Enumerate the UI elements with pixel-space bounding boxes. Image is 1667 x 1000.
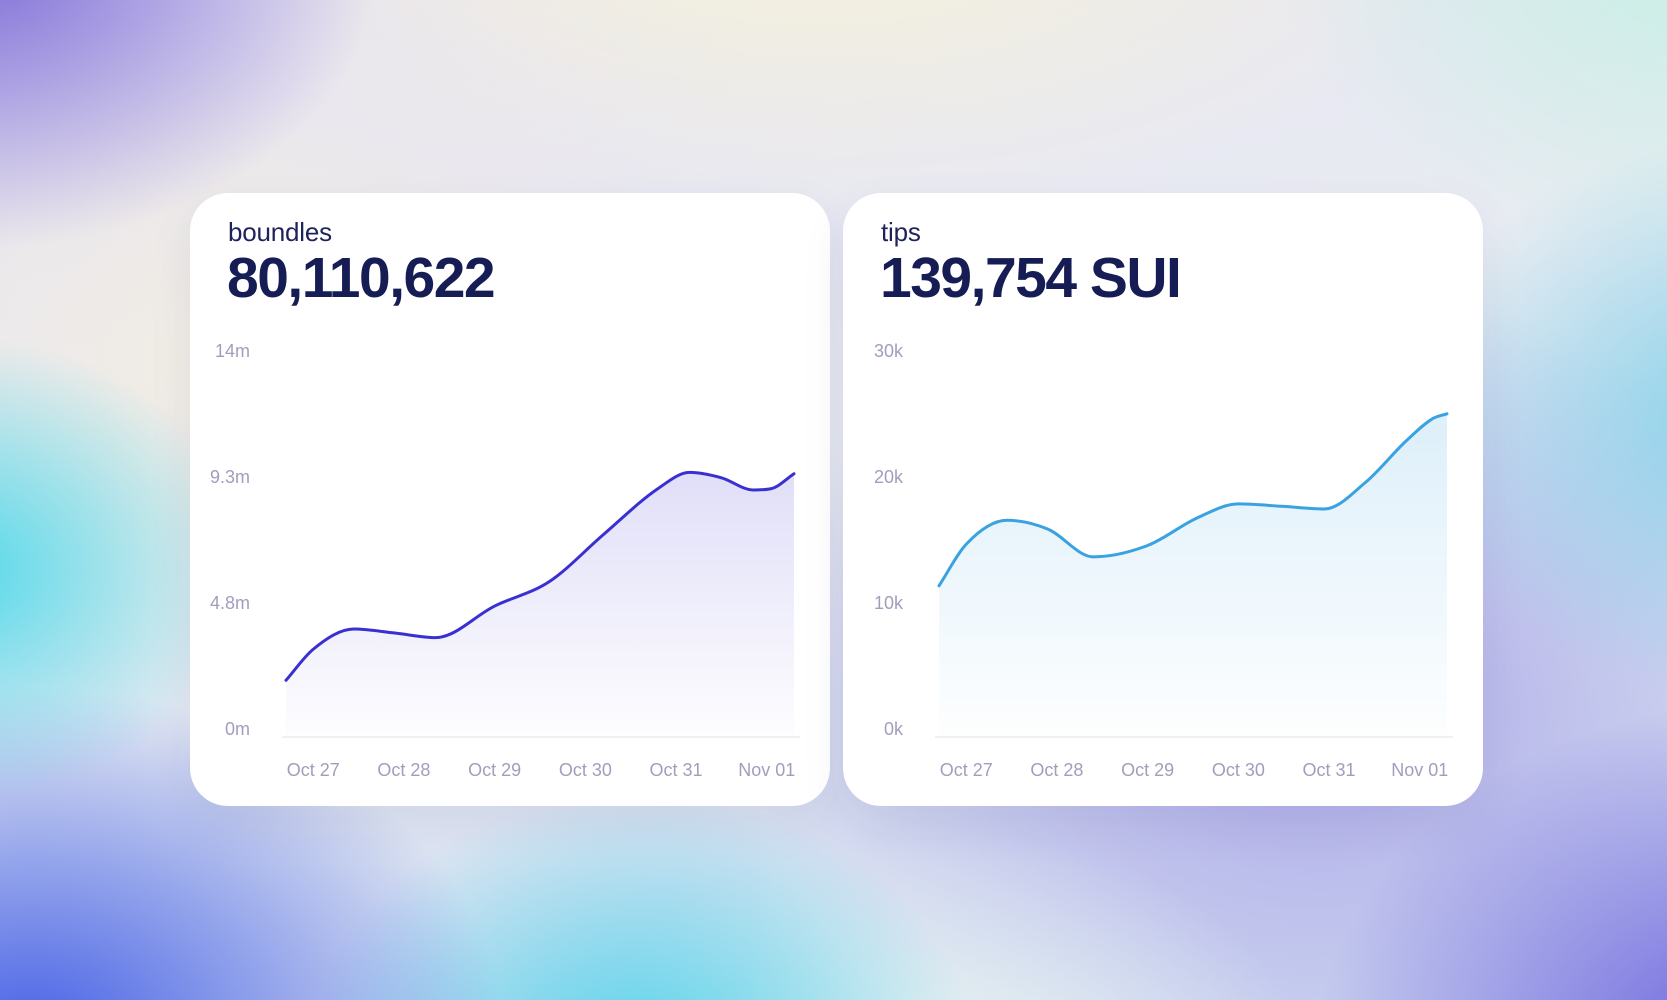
- tips-x-axis-label: Oct 29: [1121, 760, 1174, 780]
- card-boundles: boundles 80,110,622 0m 4.8m 9.3m 14m Oct 27 O…: [190, 193, 830, 806]
- tips-area-fill: [939, 413, 1447, 737]
- tips-y-axis-label: 20k: [874, 467, 904, 487]
- boundles-x-axis-label: Oct 31: [650, 760, 703, 780]
- card-value-tips: 139,754 SUI: [880, 246, 1182, 310]
- card-title-boundles: boundles: [228, 217, 332, 247]
- tips-y-axis-label: 10k: [874, 593, 904, 613]
- tips-x-axis-label: Oct 30: [1212, 760, 1265, 780]
- card-value-boundles: 80,110,622: [227, 246, 496, 310]
- tips-x-axis-label: Oct 27: [940, 760, 993, 780]
- boundles-y-axis-label: 4.8m: [210, 593, 250, 613]
- boundles-trend-line: [284, 470, 796, 682]
- boundles-y-axis-label: 0m: [225, 719, 250, 739]
- boundles-x-axis-label: Nov 01: [738, 760, 795, 780]
- boundles-area-fill: [286, 472, 794, 737]
- tips-area-chart[interactable]: 0k 10k 20k 30k Oct 27 Oct 28 Oct 29 Oct 30 Oct 3…: [843, 323, 1483, 806]
- tips-x-axis-label: Oct 31: [1303, 760, 1356, 780]
- card-tips: tips 139,754 SUI 0k 10k 20k 30k Oct 27 Oct 28…: [843, 193, 1483, 806]
- card-title-tips: tips: [881, 217, 921, 247]
- stat-cards: boundles 80,110,622 0m 4.8m 9.3m 14m Oct 27 O…: [190, 193, 1483, 806]
- tips-y-axis-label: 0k: [884, 719, 904, 739]
- boundles-y-axis-label: 14m: [215, 341, 250, 361]
- tips-y-axis-label: 30k: [874, 341, 904, 361]
- tips-trend-line: [937, 412, 1449, 588]
- boundles-x-axis-label: Oct 27: [287, 760, 340, 780]
- boundles-x-axis-label: Oct 28: [377, 760, 430, 780]
- tips-x-axis-label: Oct 28: [1030, 760, 1083, 780]
- tips-x-axis-label: Nov 01: [1391, 760, 1448, 780]
- boundles-y-axis-label: 9.3m: [210, 467, 250, 487]
- boundles-x-axis-label: Oct 29: [468, 760, 521, 780]
- boundles-x-axis-label: Oct 30: [559, 760, 612, 780]
- boundles-area-chart[interactable]: 0m 4.8m 9.3m 14m Oct 27 Oct 28 Oct 29 Oct 30 Oct…: [190, 323, 830, 806]
